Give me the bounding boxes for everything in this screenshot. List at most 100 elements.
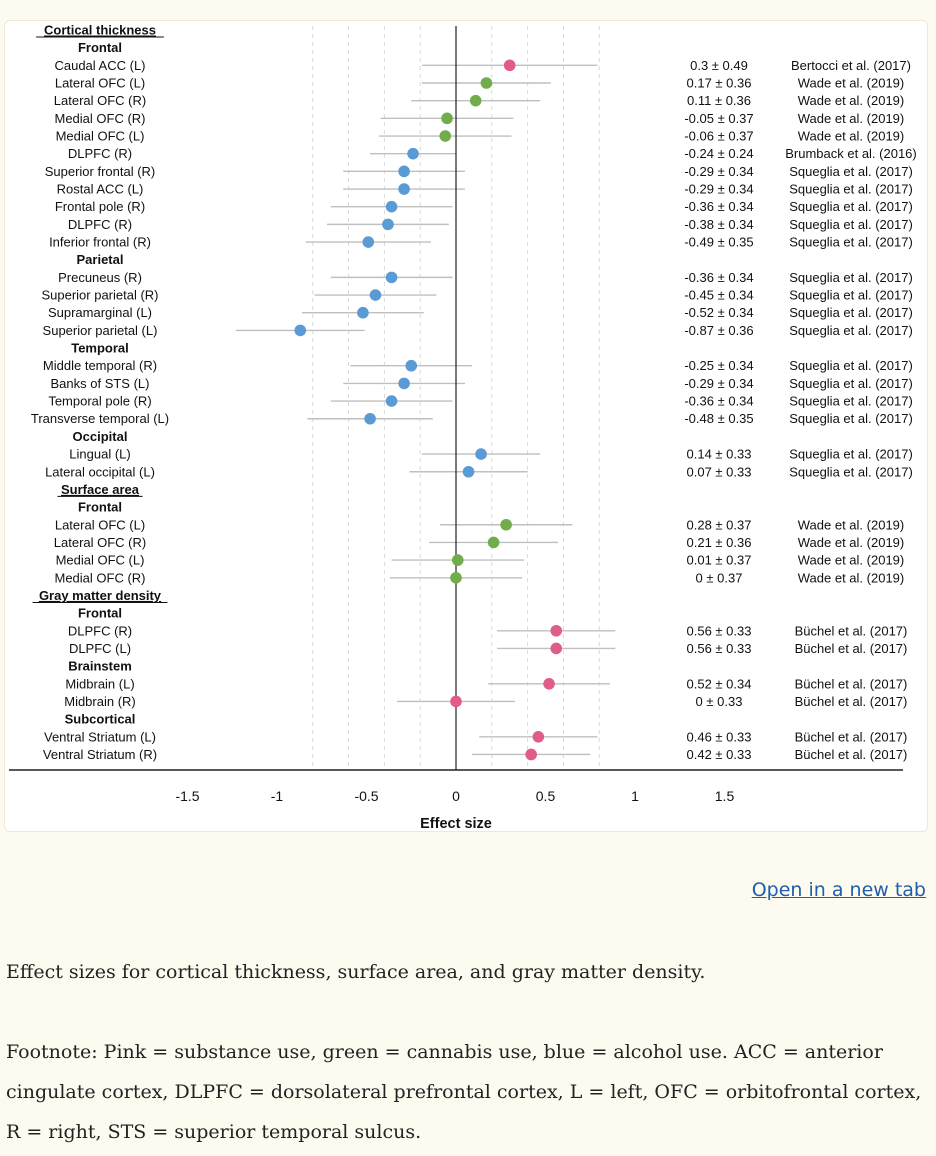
study-label: Squeglia et al. (2017)	[789, 217, 913, 232]
effect-point	[398, 165, 410, 178]
study-label: Wade et al. (2019)	[798, 553, 904, 568]
section-heading: Gray matter density	[39, 588, 162, 603]
effect-point	[469, 94, 482, 107]
effect-point	[364, 412, 376, 425]
effect-point	[369, 289, 382, 301]
group-heading: Frontal	[78, 40, 122, 55]
row-label: Ventral Striatum (R)	[43, 747, 157, 762]
row-label: Supramarginal (L)	[48, 305, 152, 320]
row-label: Lingual (L)	[69, 447, 130, 462]
effect-point	[487, 536, 500, 549]
value-label: 0.17 ± 0.36	[687, 76, 752, 91]
effect-point	[451, 554, 464, 566]
effect-point	[450, 571, 462, 584]
value-label: -0.29 ± 0.34	[684, 164, 753, 179]
row-label: Temporal pole (R)	[48, 394, 151, 409]
study-label: Wade et al. (2019)	[798, 129, 904, 144]
row-label: Medial OFC (L)	[56, 129, 145, 144]
effect-point	[441, 112, 453, 125]
row-label: Lateral occipital (L)	[45, 464, 155, 479]
value-label: -0.49 ± 0.35	[684, 235, 753, 250]
study-label: Squeglia et al. (2017)	[789, 394, 913, 409]
study-label: Squeglia et al. (2017)	[789, 199, 913, 214]
study-label: Wade et al. (2019)	[798, 111, 904, 126]
row-label: Inferior frontal (R)	[49, 235, 151, 250]
study-label: Büchel et al. (2017)	[795, 676, 908, 691]
effect-points	[294, 59, 563, 761]
row-label: Rostal ACC (L)	[57, 182, 144, 197]
effect-point	[357, 306, 369, 319]
study-label: Squeglia et al. (2017)	[789, 182, 913, 197]
group-heading: Temporal	[71, 341, 129, 356]
row-label: Superior parietal (L)	[43, 323, 158, 338]
study-label: Squeglia et al. (2017)	[789, 411, 913, 426]
study-label: Squeglia et al. (2017)	[789, 464, 913, 479]
row-label: Lateral OFC (L)	[55, 517, 145, 532]
figure-caption: Effect sizes for cortical thickness, sur…	[6, 961, 706, 983]
value-label: 0.14 ± 0.33	[687, 447, 752, 462]
x-tick-label: -1.5	[175, 788, 199, 804]
effect-point	[385, 271, 398, 284]
value-label: -0.25 ± 0.34	[684, 358, 753, 373]
row-label: Middle temporal (R)	[43, 358, 157, 373]
value-label: -0.36 ± 0.34	[684, 270, 753, 285]
value-label: 0.52 ± 0.34	[687, 676, 752, 691]
open-in-new-tab-link[interactable]: Open in a new tab	[751, 879, 926, 901]
effect-point	[532, 731, 545, 743]
value-label: 0.28 ± 0.37	[687, 517, 752, 532]
row-label: DLPFC (R)	[68, 217, 132, 232]
row-label: Superior frontal (R)	[45, 164, 156, 179]
effect-point	[407, 147, 419, 160]
gridlines	[312, 26, 600, 770]
study-label: Büchel et al. (2017)	[795, 747, 908, 762]
section-heading: Surface area	[61, 482, 140, 497]
row-label: Medial OFC (R)	[54, 570, 145, 585]
axes	[9, 26, 903, 771]
value-label: 0.56 ± 0.33	[687, 641, 752, 656]
row-label: Frontal pole (R)	[55, 199, 145, 214]
value-label: 0.01 ± 0.37	[687, 553, 752, 568]
effect-point	[500, 518, 512, 531]
effect-point	[439, 130, 452, 142]
x-tick-label: 0	[452, 788, 460, 804]
row-label: DLPFC (L)	[69, 641, 131, 656]
row-label: Precuneus (R)	[58, 270, 142, 285]
effect-point	[398, 377, 410, 390]
value-label: 0.42 ± 0.33	[687, 747, 752, 762]
study-label: Squeglia et al. (2017)	[789, 447, 913, 462]
row-label: Caudal ACC (L)	[54, 58, 145, 73]
group-heading: Frontal	[78, 606, 122, 621]
effect-point	[462, 465, 475, 478]
row-label: Transverse temporal (L)	[31, 411, 169, 426]
row-label: Lateral OFC (R)	[54, 93, 146, 108]
effect-point	[382, 218, 394, 231]
value-label: 0 ± 0.37	[696, 570, 743, 585]
row-label: Ventral Striatum (L)	[44, 729, 156, 744]
effect-point	[503, 59, 516, 72]
x-tick-label: -0.5	[354, 788, 378, 804]
row-label: Banks of STS (L)	[51, 376, 150, 391]
x-tick-label: 1	[631, 788, 639, 804]
row-label: Medial OFC (L)	[56, 553, 145, 568]
study-label: Büchel et al. (2017)	[795, 641, 908, 656]
x-tick-label: -1	[271, 788, 284, 804]
row-labels: Cortical thickness Frontal Caudal ACC (L) L…	[31, 23, 169, 762]
effect-point	[525, 748, 537, 761]
figure-panel: Cortical thickness Frontal Caudal ACC (L) L…	[4, 20, 928, 832]
group-heading: Subcortical	[65, 712, 136, 727]
row-label: Lateral OFC (R)	[54, 535, 146, 550]
forest-plot: Cortical thickness Frontal Caudal ACC (L) L…	[9, 23, 917, 831]
study-label: Wade et al. (2019)	[798, 76, 904, 91]
study-label: Büchel et al. (2017)	[795, 694, 908, 709]
study-label: Wade et al. (2019)	[798, 570, 904, 585]
effect-point	[294, 324, 307, 337]
group-heading: Parietal	[77, 252, 124, 267]
x-tick-labels: -1.5 -1 -0.5 0 0.5 1 1.5	[175, 788, 734, 804]
effect-point	[362, 236, 375, 248]
study-label: Squeglia et al. (2017)	[789, 288, 913, 303]
group-heading: Brainstem	[68, 659, 132, 674]
effect-point	[385, 395, 398, 407]
value-label: 0.11 ± 0.36	[687, 93, 751, 108]
value-label: 0.56 ± 0.33	[687, 623, 752, 638]
value-label: -0.29 ± 0.34	[684, 376, 753, 391]
